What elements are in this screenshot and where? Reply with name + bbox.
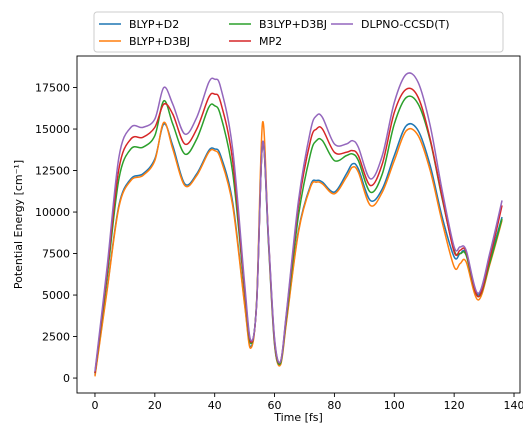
series-line-1 xyxy=(94,121,503,377)
x-tick-label: 100 xyxy=(384,399,405,412)
y-tick-label: 5000 xyxy=(42,289,70,302)
x-tick-label: 40 xyxy=(208,399,222,412)
legend-entry-label: BLYP+D3BJ xyxy=(129,35,190,48)
y-tick-label: 7500 xyxy=(42,248,70,261)
legend: BLYP+D2 BLYP+D3BJ B3LYP+D3BJ MP2 DLPNO-CCSD(… xyxy=(93,11,504,53)
legend-entry-label: DLPNO-CCSD(T) xyxy=(361,18,450,31)
x-axis-ticks: 0 20 40 60 80 100 120 140 xyxy=(91,393,523,412)
x-tick-label: 60 xyxy=(268,399,282,412)
series-line-4 xyxy=(94,72,503,372)
y-tick-label: 10000 xyxy=(35,206,70,219)
y-tick-label: 0 xyxy=(63,372,70,385)
y-axis-label: Potential Energy [cm⁻¹] xyxy=(12,160,25,289)
plot-frame xyxy=(76,55,521,394)
x-tick-label: 140 xyxy=(504,399,523,412)
x-tick-label: 80 xyxy=(327,399,341,412)
x-tick-label: 0 xyxy=(91,399,98,412)
legend-box xyxy=(93,11,504,53)
y-tick-label: 12500 xyxy=(35,165,70,178)
y-axis-ticks: 0 2500 5000 7500 10000 12500 15000 17500 xyxy=(35,82,77,385)
y-tick-label: 2500 xyxy=(42,331,70,344)
x-tick-label: 120 xyxy=(444,399,465,412)
x-axis-label: Time [fs] xyxy=(273,411,323,424)
legend-entry-label: MP2 xyxy=(259,35,282,48)
y-tick-label: 15000 xyxy=(35,123,70,136)
series-layer xyxy=(94,72,503,377)
legend-entry-label: BLYP+D2 xyxy=(129,18,179,31)
legend-entry-label: B3LYP+D3BJ xyxy=(259,18,327,31)
y-tick-label: 17500 xyxy=(35,82,70,95)
x-tick-label: 20 xyxy=(148,399,162,412)
